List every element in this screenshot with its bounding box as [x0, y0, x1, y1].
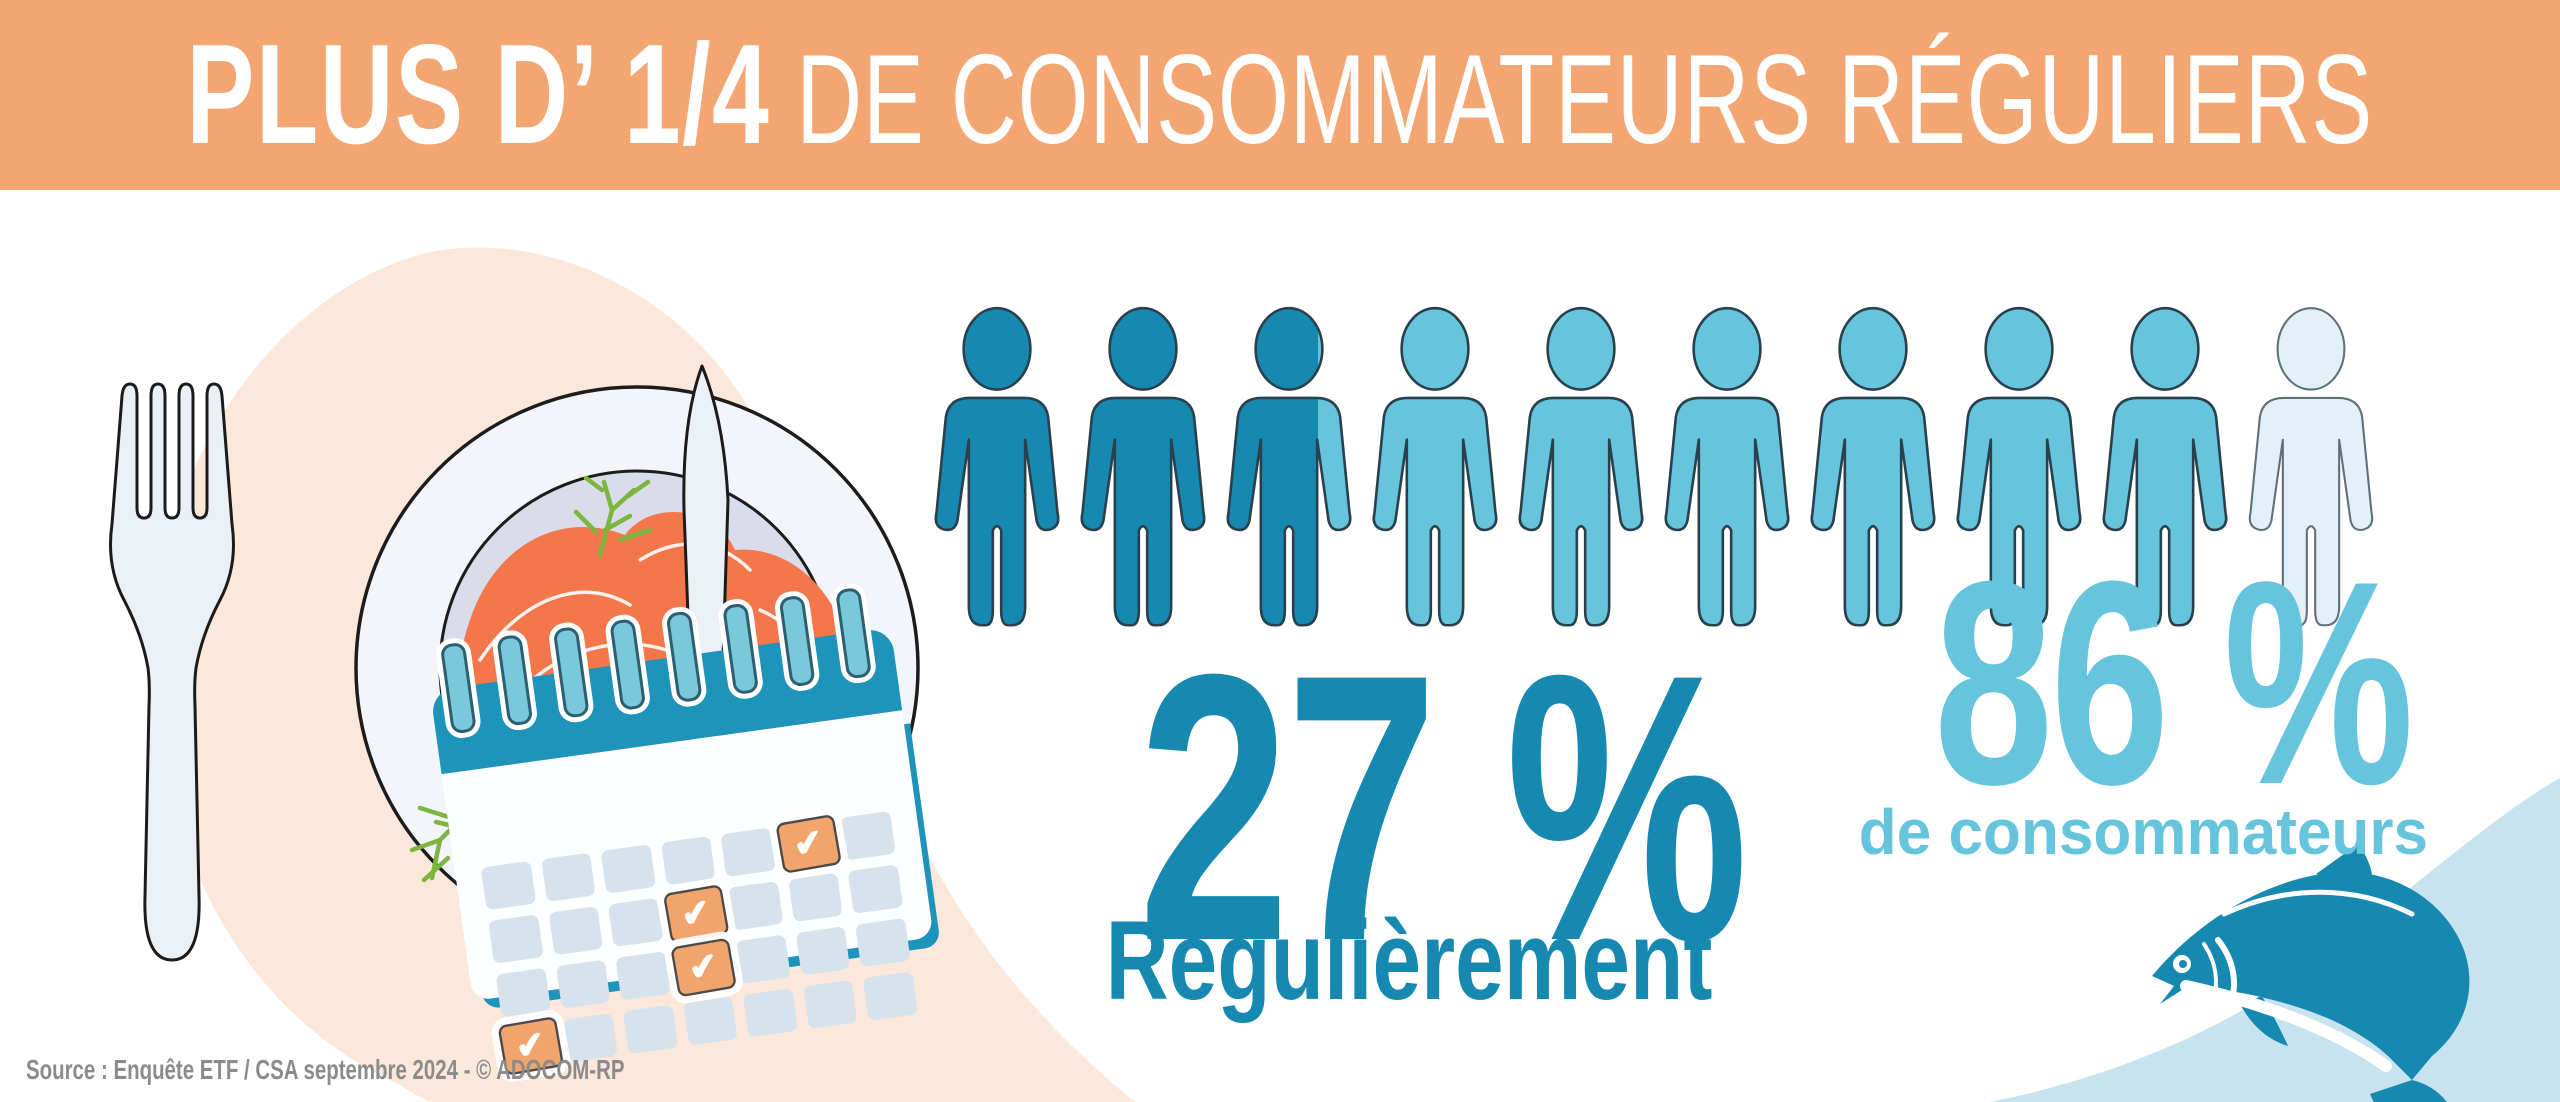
calendar-day: [848, 864, 904, 914]
person-icon: [2248, 307, 2374, 627]
calendar-day: [788, 872, 844, 923]
calendar-day: [855, 917, 911, 968]
calendar-day: [623, 1004, 679, 1055]
calendar-day: [540, 852, 596, 902]
calendar-day: [735, 934, 791, 984]
calendar-day: [840, 810, 896, 861]
person-icon: [2102, 306, 2228, 627]
calendar-day: [795, 926, 851, 976]
calendar-day: [548, 906, 604, 956]
header-banner: PLUS D’ 1/4 DE CONSOMMATEURS RÉGULIERS: [0, 0, 2560, 190]
source-credit: Source : Enquête ETF / CSA septembre 202…: [26, 1054, 625, 1085]
calendar-day: [488, 914, 544, 964]
person-icon: [1080, 306, 1206, 627]
stat-regular-caption: Régulièrement: [1105, 898, 1713, 1023]
calendar-day: [600, 844, 656, 894]
person-icon: [1372, 306, 1498, 627]
calendar-day: [863, 971, 919, 1021]
calendar-day: [683, 996, 739, 1046]
calendar-day: [743, 988, 799, 1038]
person-icon: [1664, 306, 1790, 627]
calendar-day: [615, 951, 671, 1001]
person-icon: [934, 306, 1060, 627]
calendar-day: [555, 959, 611, 1009]
calendar-icon: ✔ ✔ ✔ ✔: [430, 586, 934, 1077]
header-highlight: PLUS D’ 1/4: [186, 15, 771, 174]
stat-regular-value: 27 %: [1137, 595, 1749, 1020]
calendar-day: [480, 860, 536, 911]
person-icon: [1518, 306, 1644, 627]
calendar-day: [495, 967, 551, 1018]
header-rest: DE CONSOMMATEURS RÉGULIERS: [796, 28, 2374, 170]
person-icon: [1810, 306, 1936, 627]
calendar-grid: ✔ ✔ ✔ ✔: [480, 810, 919, 1077]
person-icon: [1226, 306, 1352, 627]
stat-consumers-caption: de consommateurs: [1858, 796, 2429, 868]
header-title: PLUS D’ 1/4 DE CONSOMMATEURS RÉGULIERS: [187, 13, 2374, 177]
salmon-fish-icon: [2152, 844, 2470, 1102]
calendar-checked-day: ✔: [662, 884, 729, 945]
fork-icon: [109, 382, 235, 962]
person-icon: [1956, 306, 2082, 627]
calendar-day: [660, 835, 716, 886]
calendar-day: [728, 881, 784, 931]
calendar-day: [803, 979, 859, 1030]
calendar-day: [720, 827, 776, 877]
calendar-checked-day: ✔: [669, 937, 737, 998]
calendar-checked-day: ✔: [775, 813, 842, 874]
stat-consumers-value: 86 %: [1933, 521, 2414, 845]
calendar-day: [608, 897, 664, 948]
